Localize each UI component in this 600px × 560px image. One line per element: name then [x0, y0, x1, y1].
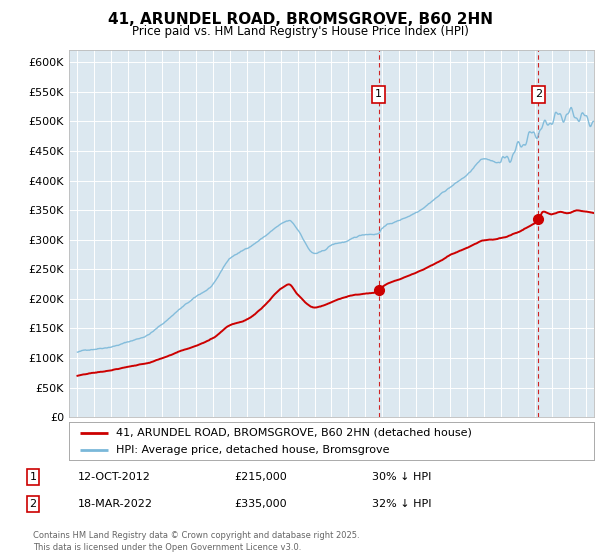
Text: 1: 1 — [375, 90, 382, 100]
Text: 12-OCT-2012: 12-OCT-2012 — [78, 472, 151, 482]
Text: HPI: Average price, detached house, Bromsgrove: HPI: Average price, detached house, Brom… — [116, 445, 390, 455]
Text: Contains HM Land Registry data © Crown copyright and database right 2025.
This d: Contains HM Land Registry data © Crown c… — [33, 531, 359, 552]
Text: 41, ARUNDEL ROAD, BROMSGROVE, B60 2HN (detached house): 41, ARUNDEL ROAD, BROMSGROVE, B60 2HN (d… — [116, 427, 472, 437]
Text: 1: 1 — [29, 472, 37, 482]
Text: 30% ↓ HPI: 30% ↓ HPI — [372, 472, 431, 482]
Text: 2: 2 — [535, 90, 542, 100]
Text: 32% ↓ HPI: 32% ↓ HPI — [372, 499, 431, 509]
Text: £215,000: £215,000 — [234, 472, 287, 482]
Text: Price paid vs. HM Land Registry's House Price Index (HPI): Price paid vs. HM Land Registry's House … — [131, 25, 469, 38]
Text: 2: 2 — [29, 499, 37, 509]
Text: £335,000: £335,000 — [234, 499, 287, 509]
Text: 18-MAR-2022: 18-MAR-2022 — [78, 499, 153, 509]
Text: 41, ARUNDEL ROAD, BROMSGROVE, B60 2HN: 41, ARUNDEL ROAD, BROMSGROVE, B60 2HN — [107, 12, 493, 27]
